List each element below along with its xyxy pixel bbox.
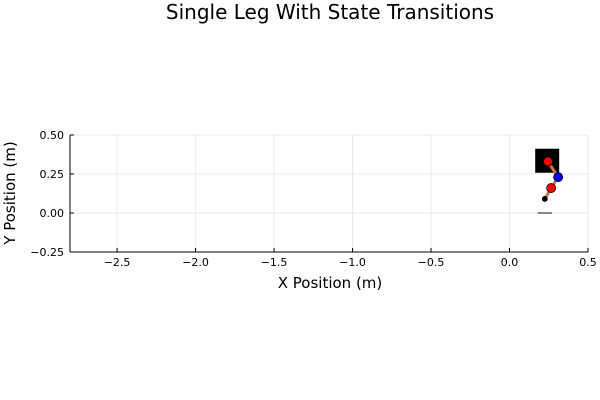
y-tick-label: 0.00 (40, 207, 65, 220)
x-tick-label: −2.5 (104, 256, 131, 269)
x-axis-label: X Position (m) (278, 274, 383, 292)
hip-joint-point (543, 156, 553, 167)
y-axis-label: Y Position (m) (1, 141, 19, 245)
foot-point (541, 196, 548, 202)
grid (70, 134, 589, 253)
plot-frame (69, 135, 588, 253)
x-tick-label: −1.5 (261, 256, 288, 269)
x-tick-label: 0.0 (501, 256, 519, 269)
x-tick-label: 0.5 (579, 256, 597, 269)
y-tick-label: 0.50 (40, 129, 65, 142)
x-tick-label: −1.0 (339, 256, 366, 269)
data-marks (535, 148, 564, 214)
y-tick-label: 0.25 (40, 168, 65, 181)
ticks: −2.5 −2.0 −1.5 −1.0 −0.5 0.0 0.5 −0.25 0.00 0.25 0… (30, 129, 596, 269)
chart-title: Single Leg With State Transitions (166, 0, 494, 24)
x-tick-label: −0.5 (418, 256, 445, 269)
knee-joint-point (553, 172, 564, 183)
lower-joint-point (546, 183, 557, 193)
y-tick-label: −0.25 (30, 246, 64, 259)
x-tick-label: −2.0 (182, 256, 209, 269)
